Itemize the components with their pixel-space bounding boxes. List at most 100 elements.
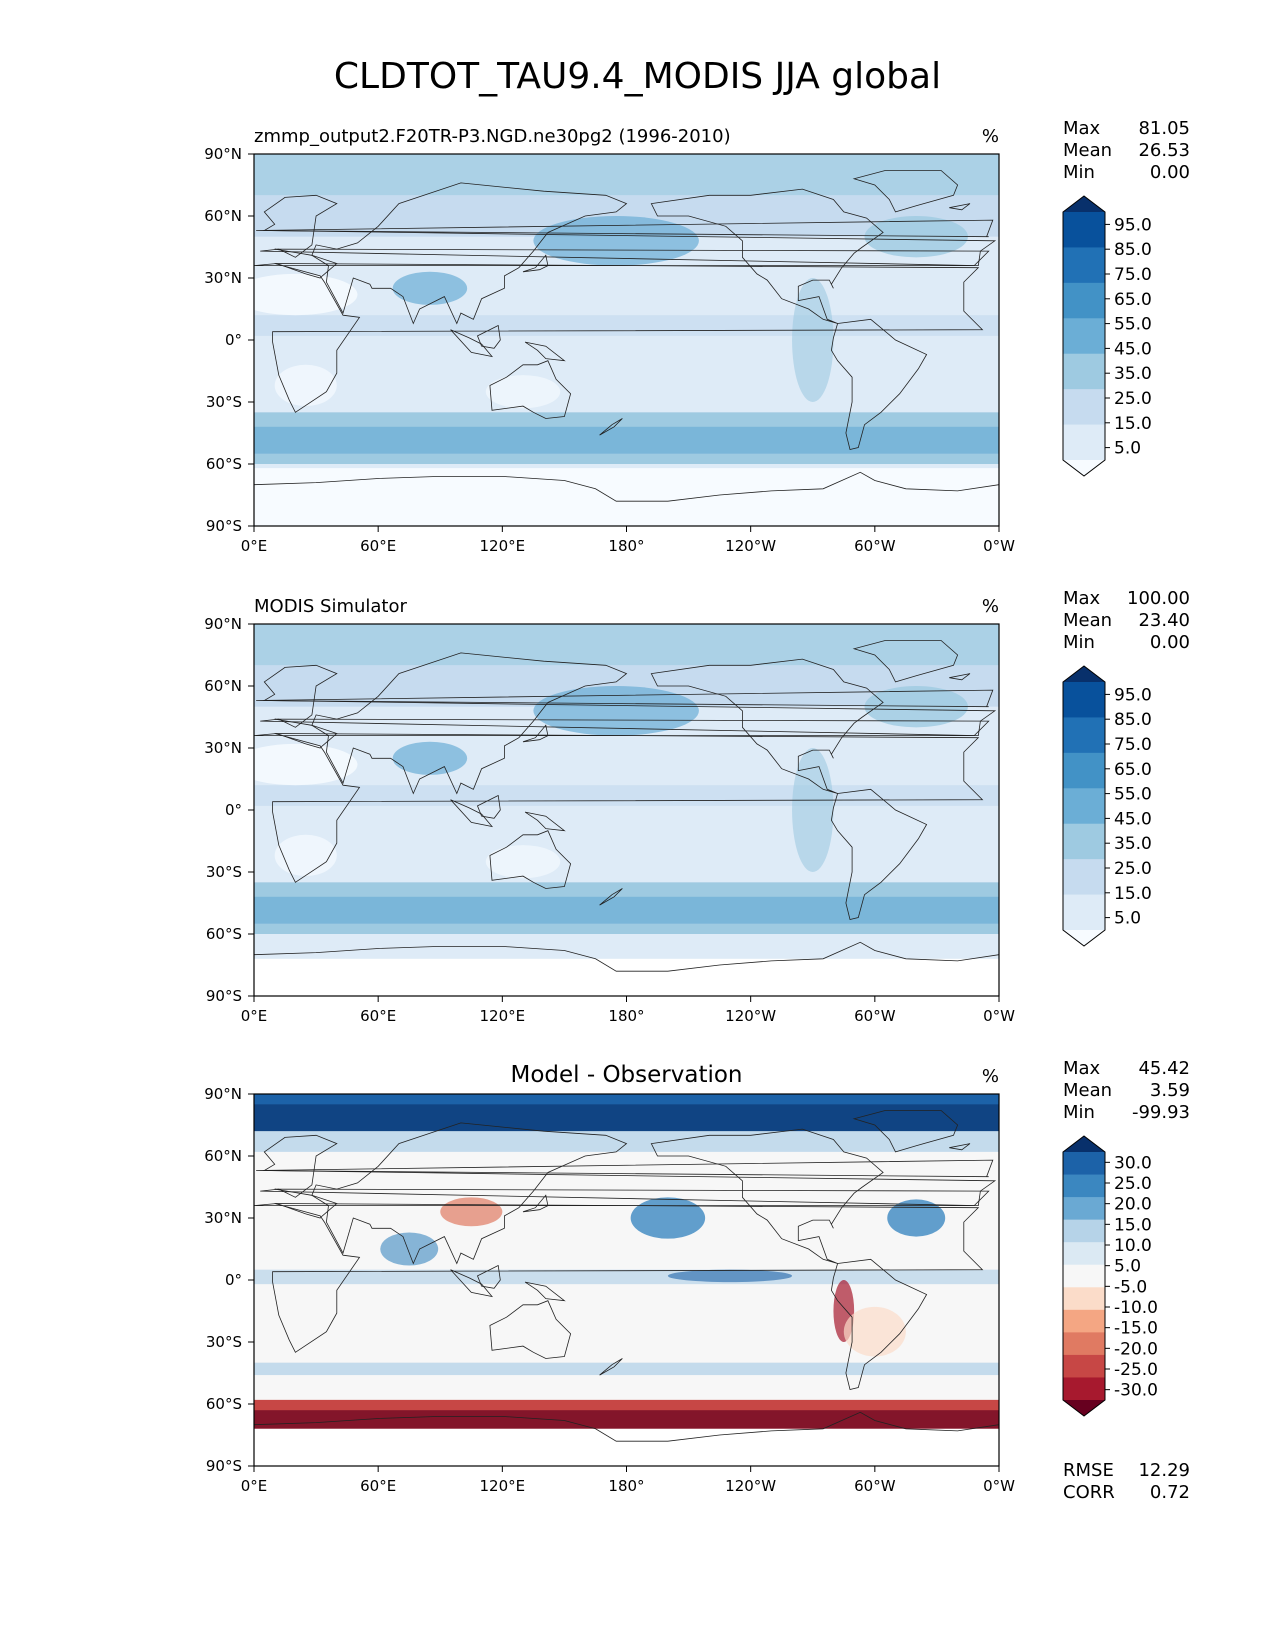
field-band — [254, 1410, 999, 1429]
coastline-4 — [489, 830, 572, 889]
y-tick-label: 60°N — [204, 677, 242, 695]
field-blob — [864, 686, 968, 728]
x-tick-label: 180° — [608, 1007, 644, 1025]
y-tick-label: 60°N — [204, 1147, 242, 1165]
colorbar-tick-label: 20.0 — [1114, 1195, 1152, 1215]
panel-left-title: MODIS Simulator — [254, 596, 407, 617]
field-blob — [254, 273, 358, 316]
colorbar-swatch — [1063, 1219, 1105, 1243]
y-tick-label: 60°S — [206, 1395, 242, 1413]
colorbar-tick-label: -20.0 — [1114, 1339, 1158, 1359]
colorbar-swatch — [1063, 1287, 1105, 1311]
colorbar-tick-label: 45.0 — [1114, 339, 1152, 359]
panel-units: % — [982, 1066, 999, 1087]
colorbar-swatch — [1063, 1309, 1105, 1333]
field-blob — [887, 1199, 946, 1237]
colorbar-swatch — [1063, 894, 1105, 931]
coastline-12 — [599, 1358, 623, 1376]
stat-label-max: Max — [1063, 588, 1101, 609]
field-band — [254, 154, 999, 196]
coastline-antarctica — [254, 471, 999, 502]
stat-value-mean: 26.53 — [1138, 140, 1190, 161]
stat-value-rmse: 12.29 — [1138, 1460, 1190, 1481]
colorbar-swatch — [1063, 1354, 1105, 1378]
colorbar-tick-label: 5.0 — [1114, 1257, 1141, 1277]
stat-value-corr: 0.72 — [1150, 1482, 1190, 1503]
x-tick-label: 0°E — [241, 1007, 268, 1025]
colorbar-swatch — [1063, 1264, 1105, 1288]
colorbar-tick-label: 55.0 — [1114, 785, 1152, 805]
panel-1: 0°E 60°E 120°E 180° 120°W 60°W 0°W 90°N 60°N 30°N… — [204, 118, 1190, 555]
y-tick-label: 90°S — [206, 987, 242, 1005]
colorbar-swatch — [1063, 1174, 1105, 1198]
stat-value-max: 81.05 — [1138, 118, 1190, 139]
colorbar-extend-bottom — [1063, 460, 1105, 476]
coastline-6 — [830, 788, 928, 920]
field-band — [254, 1131, 999, 1152]
y-tick-label: 90°N — [204, 145, 242, 163]
field-band — [254, 468, 999, 526]
panel-units: % — [982, 126, 999, 147]
coastline-3 — [260, 664, 997, 737]
colorbar-extend-bottom — [1063, 930, 1105, 946]
field-band — [254, 1269, 999, 1285]
x-tick-label: 60°E — [360, 537, 396, 555]
coastline-3 — [260, 194, 997, 267]
x-tick-label: 60°E — [360, 1477, 396, 1495]
colorbar: 95.0 85.0 75.0 65.0 55.0 45.0 35.0 25.0 15.0 5.0 — [1062, 665, 1152, 947]
stat-label-corr: CORR — [1063, 1482, 1115, 1503]
colorbar-tick-label: 65.0 — [1114, 290, 1152, 310]
colorbar-swatch — [1063, 1242, 1105, 1266]
x-tick-label: 180° — [608, 1477, 644, 1495]
coastline-4 — [489, 360, 572, 419]
colorbar-extend-top — [1063, 196, 1105, 212]
colorbar: 30.025.020.015.010.05.0-5.0-10.0-15.0-20… — [1062, 1135, 1158, 1417]
stat-value-mean: 23.40 — [1138, 610, 1190, 631]
field-band — [254, 958, 999, 996]
y-tick-label: 90°S — [206, 517, 242, 535]
y-tick-label: 30°S — [206, 863, 242, 881]
colorbar-tick-label: -25.0 — [1114, 1360, 1158, 1380]
field-blob — [667, 1269, 793, 1283]
y-tick-label: 90°S — [206, 1457, 242, 1475]
colorbar-tick-label: -15.0 — [1114, 1319, 1158, 1339]
x-tick-label: 0°E — [241, 1477, 268, 1495]
colorbar-tick-label: 5.0 — [1114, 909, 1141, 929]
coastlines — [254, 640, 999, 972]
coastlines — [254, 1110, 999, 1442]
coastline-12 — [599, 888, 623, 906]
field-blob — [254, 743, 358, 786]
coastline-9 — [476, 324, 501, 349]
colorbar-swatch — [1063, 1152, 1105, 1176]
coastline-14 — [949, 203, 971, 211]
stat-value-max: 100.00 — [1127, 588, 1190, 609]
colorbar-tick-label: 25.0 — [1114, 1174, 1152, 1194]
coastline-8 — [450, 799, 494, 828]
coastline-5 — [650, 658, 884, 794]
y-tick-label: 30°N — [204, 739, 242, 757]
field-band — [254, 1428, 999, 1466]
stat-label-min: Min — [1063, 162, 1095, 183]
colorbar: 95.0 85.0 75.0 65.0 55.0 45.0 35.0 25.0 15.0 5.0 — [1062, 195, 1152, 477]
colorbar-outline — [1062, 1135, 1106, 1417]
coastline-1 — [272, 733, 984, 883]
coastline-11 — [522, 254, 549, 273]
colorbar-extend-top — [1063, 666, 1105, 682]
y-tick-label: 90°N — [204, 1085, 242, 1103]
colorbar-tick-label: -5.0 — [1114, 1277, 1147, 1297]
field-blob — [485, 375, 561, 409]
coastline-0 — [254, 718, 990, 749]
y-tick-label: 60°S — [206, 455, 242, 473]
field-blob — [843, 1306, 906, 1357]
coastline-0 — [254, 248, 990, 279]
stat-value-min: -99.93 — [1132, 1102, 1190, 1123]
stat-label-min: Min — [1063, 1102, 1095, 1123]
coastline-1 — [272, 1203, 984, 1353]
x-tick-label: 60°E — [360, 1007, 396, 1025]
coastline-7 — [852, 640, 959, 683]
stat-label-min: Min — [1063, 632, 1095, 653]
colorbar-tick-label: 5.0 — [1114, 439, 1141, 459]
x-tick-label: 0°E — [241, 537, 268, 555]
colorbar-extend-top — [1063, 1136, 1105, 1152]
